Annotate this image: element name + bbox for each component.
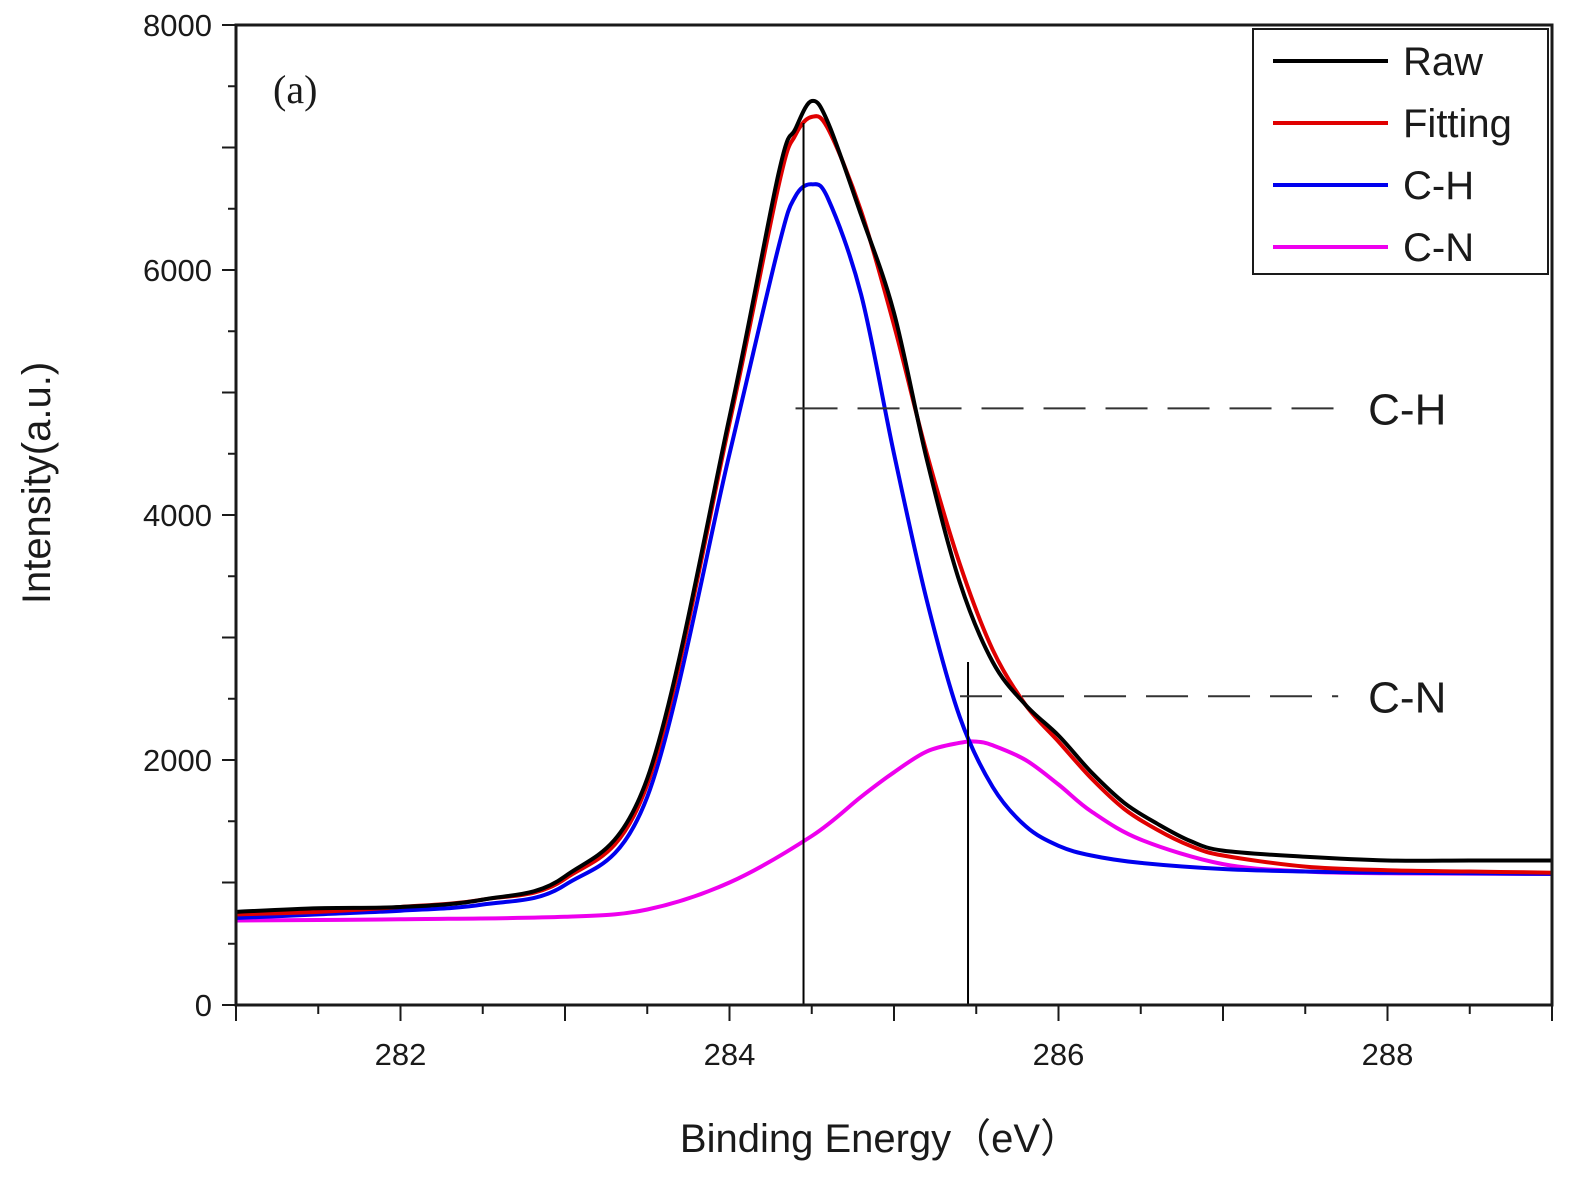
x-axis-title: Binding Energy（eV） [680,1117,1080,1161]
x-tick-label: 282 [375,1037,427,1072]
legend-box [1252,28,1549,275]
y-tick-label: 0 [195,988,212,1023]
x-tick-label: 284 [704,1037,756,1072]
legend-label-c-h: C-H [1403,164,1474,208]
legend-label-c-n: C-N [1403,226,1474,270]
panel-label: (a) [273,67,317,112]
y-tick-label: 6000 [143,253,212,288]
series-line-c-n [235,739,1553,923]
peak-label-c-h: C-H [1368,385,1446,434]
y-tick-label: 4000 [143,498,212,533]
series-line-raw [235,98,1552,914]
x-tick-label: 288 [1362,1037,1414,1072]
series-line-c-h [235,182,1553,920]
x-tick-label: 286 [1033,1037,1085,1072]
y-tick-label: 2000 [143,743,212,778]
peak-label-c-n: C-N [1368,673,1446,722]
y-tick-label: 8000 [143,8,212,43]
legend-label-fitting: Fitting [1403,102,1512,146]
y-axis-title: Intensity(a.u.) [15,362,59,604]
series-line-fitting [235,114,1553,917]
legend-label-raw: Raw [1403,40,1483,84]
